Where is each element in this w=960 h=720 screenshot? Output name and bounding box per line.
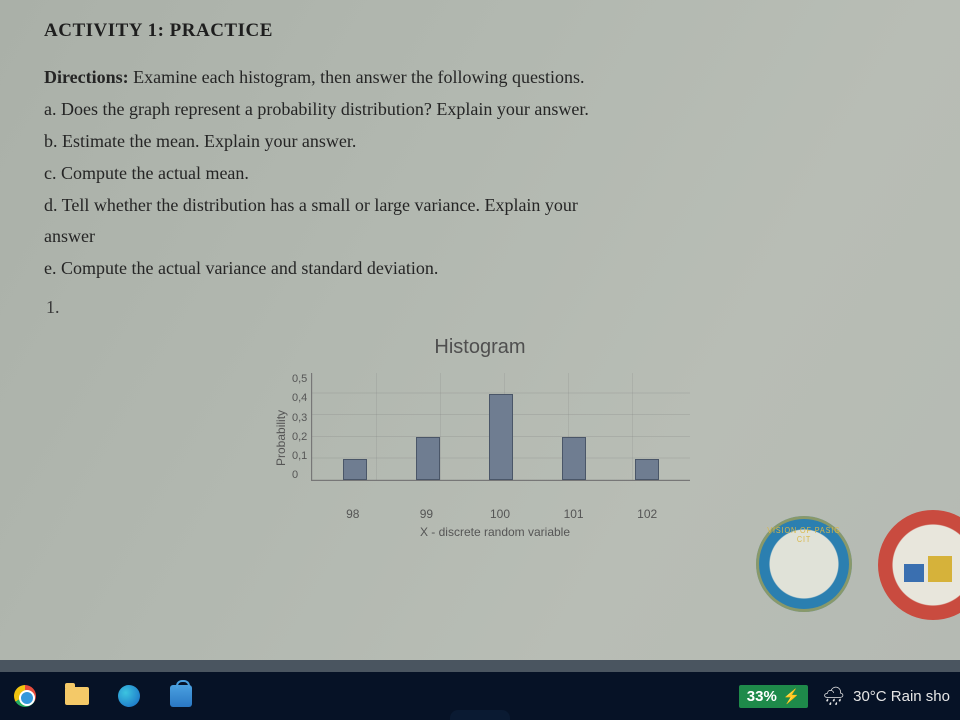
bar — [343, 459, 367, 481]
question-d-cont: answer — [44, 223, 914, 251]
y-axis-label: Probability — [270, 373, 292, 503]
question-b: b. Estimate the mean. Explain your answe… — [44, 128, 914, 156]
question-e: e. Compute the actual variance and stand… — [44, 255, 914, 283]
xtick: 98 — [341, 507, 365, 521]
activity-title: ACTIVITY 1: PRACTICE — [44, 20, 916, 42]
chart-title: Histogram — [270, 336, 690, 359]
question-a: a. Does the graph represent a probabilit… — [44, 96, 914, 124]
question-d: d. Tell whether the distribution has a s… — [44, 192, 914, 220]
x-ticks: 98 99 100 101 102 — [310, 503, 690, 521]
taskbar[interactable]: 33% ⚡ 🌧 30°C Rain sho — [0, 672, 960, 720]
worksheet-page: ACTIVITY 1: PRACTICE Directions: Examine… — [0, 0, 960, 660]
xtick: 101 — [562, 507, 586, 521]
weather-text: 30°C Rain sho — [853, 688, 950, 705]
histogram-chart: Histogram Probability 0,5 0,4 0,3 0,2 0,… — [270, 336, 690, 539]
taskbar-right: 33% ⚡ 🌧 30°C Rain sho — [739, 685, 950, 708]
battery-status[interactable]: 33% ⚡ — [739, 685, 808, 708]
xtick: 102 — [635, 507, 659, 521]
taskbar-notch — [450, 710, 510, 720]
chart-area: Probability 0,5 0,4 0,3 0,2 0,1 0 — [270, 373, 690, 503]
bar — [562, 437, 586, 480]
charging-icon: ⚡ — [783, 688, 800, 705]
bars-container — [312, 373, 690, 480]
bar — [489, 394, 513, 480]
question-c: c. Compute the actual mean. — [44, 160, 914, 188]
weather-widget[interactable]: 🌧 30°C Rain sho — [822, 686, 950, 707]
plot-area — [311, 373, 690, 481]
ytick: 0 — [292, 469, 307, 481]
ytick: 0,5 — [292, 373, 307, 385]
question-number: 1. — [46, 297, 916, 318]
weather-icon: 🌧 — [822, 686, 845, 707]
chrome-icon[interactable] — [10, 681, 40, 711]
ytick: 0,3 — [292, 412, 307, 424]
xtick: 99 — [414, 507, 438, 521]
bar — [635, 459, 659, 481]
directions-block: Directions: Examine each histogram, then… — [44, 64, 914, 92]
y-ticks: 0,5 0,4 0,3 0,2 0,1 0 — [292, 373, 311, 481]
bar — [416, 437, 440, 480]
file-explorer-icon[interactable] — [62, 681, 92, 711]
directions-lead: Directions: — [44, 67, 129, 87]
x-axis-label: X - discrete random variable — [300, 525, 690, 539]
microsoft-store-icon[interactable] — [166, 681, 196, 711]
pasig-seal-icon — [756, 516, 852, 612]
ytick: 0,1 — [292, 450, 307, 462]
ytick: 0,4 — [292, 392, 307, 404]
directions-intro: Examine each histogram, then answer the … — [129, 67, 585, 87]
school-seal-icon — [878, 510, 960, 620]
ytick: 0,2 — [292, 431, 307, 443]
xtick: 100 — [488, 507, 512, 521]
edge-icon[interactable] — [114, 681, 144, 711]
battery-percent: 33% — [747, 688, 777, 705]
